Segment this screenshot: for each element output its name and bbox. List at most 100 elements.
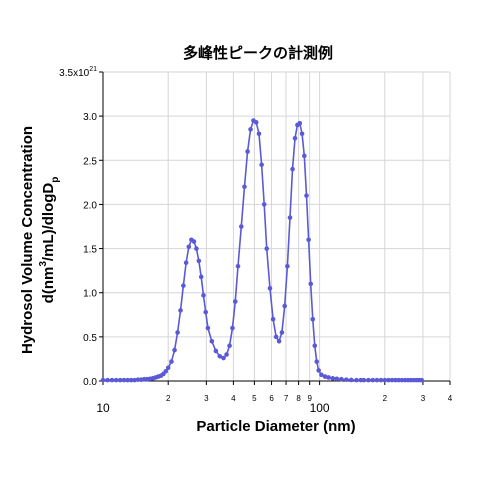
data-point bbox=[113, 377, 119, 383]
x-tick-label: 7 bbox=[284, 394, 289, 403]
y-axis-title-mid: /mL)/dlogD bbox=[40, 183, 57, 261]
data-point bbox=[319, 372, 324, 378]
data-point bbox=[165, 365, 171, 371]
data-point bbox=[201, 293, 206, 298]
plot-area bbox=[100, 118, 424, 383]
data-point bbox=[109, 377, 115, 383]
x-tick-label: 6 bbox=[269, 394, 274, 403]
data-point bbox=[203, 309, 209, 315]
x-tick-label: 3 bbox=[204, 394, 209, 403]
data-point bbox=[245, 149, 250, 154]
data-point bbox=[194, 246, 199, 251]
data-point bbox=[175, 330, 180, 335]
data-point bbox=[100, 377, 106, 383]
data-point bbox=[196, 258, 202, 264]
data-point bbox=[419, 377, 424, 383]
chart-title: 多峰性ピークの計測例 bbox=[183, 44, 333, 62]
data-point bbox=[117, 377, 123, 383]
data-point bbox=[205, 325, 211, 331]
data-point bbox=[248, 127, 253, 132]
y-tick-label: 3.5x1021 bbox=[59, 66, 97, 79]
data-point bbox=[128, 377, 134, 383]
data-point bbox=[310, 316, 316, 322]
data-point bbox=[213, 348, 219, 354]
x-tick-label: 3 bbox=[421, 394, 426, 403]
x-tick-label: 2 bbox=[383, 394, 388, 403]
data-point bbox=[322, 374, 328, 379]
data-point bbox=[361, 377, 367, 383]
data-point bbox=[308, 281, 314, 287]
x-tick-label: 10 bbox=[96, 401, 110, 415]
data-point bbox=[178, 308, 183, 313]
x-tick-label: 4 bbox=[231, 394, 236, 403]
data-point bbox=[163, 368, 169, 374]
data-point bbox=[386, 377, 391, 383]
data-point bbox=[264, 246, 270, 251]
data-point bbox=[374, 377, 380, 383]
data-point bbox=[285, 263, 290, 269]
data-point bbox=[221, 355, 226, 361]
data-point bbox=[290, 166, 295, 172]
data-point bbox=[267, 286, 273, 291]
data-point bbox=[270, 316, 276, 322]
data-point bbox=[393, 377, 398, 383]
data-point bbox=[198, 274, 204, 280]
data-point bbox=[339, 376, 344, 382]
x-tick-label: 9 bbox=[307, 394, 312, 403]
y-axis-title-sub: p bbox=[50, 177, 61, 183]
data-point bbox=[314, 359, 320, 364]
data-point bbox=[279, 330, 285, 335]
x-tick-label: 8 bbox=[296, 394, 301, 403]
data-point bbox=[334, 376, 340, 382]
data-point bbox=[292, 135, 298, 141]
data-point bbox=[326, 375, 331, 380]
data-point bbox=[366, 377, 371, 383]
data-point bbox=[256, 131, 262, 137]
data-point bbox=[378, 377, 384, 383]
data-point bbox=[209, 338, 215, 344]
y-tick-label: 2.0 bbox=[83, 200, 97, 211]
y-axis-title: Hydrosol Volume Concentration d(nm3/mL)/… bbox=[19, 126, 61, 354]
data-point bbox=[135, 377, 141, 382]
data-point bbox=[306, 237, 311, 243]
data-point bbox=[224, 352, 229, 357]
data-point bbox=[125, 377, 130, 383]
data-point bbox=[287, 215, 293, 220]
data-point bbox=[242, 184, 247, 190]
y-axis-ticks: 0.0 0.5 1.0 1.5 2.0 2.5 3.0 3.5x1021 bbox=[59, 66, 103, 388]
data-point bbox=[259, 162, 264, 167]
y-axis-title-line2: d(nm3/mL)/dlogDp bbox=[38, 177, 61, 304]
data-point bbox=[169, 359, 174, 364]
data-point bbox=[105, 377, 110, 383]
data-point bbox=[172, 347, 177, 353]
y-axis-title-sup: 3 bbox=[38, 261, 49, 267]
data-point bbox=[261, 202, 267, 207]
data-point bbox=[299, 131, 305, 137]
data-point bbox=[348, 377, 354, 383]
y-axis-title-line1: Hydrosol Volume Concentration bbox=[19, 126, 36, 354]
y-tick-label: 3.0 bbox=[83, 112, 97, 123]
data-point bbox=[382, 377, 388, 383]
x-tick-label: 100 bbox=[310, 401, 330, 415]
data-point bbox=[181, 283, 186, 288]
data-point bbox=[316, 368, 321, 373]
y-tick-label: 1.5 bbox=[83, 245, 97, 256]
data-point bbox=[302, 153, 307, 159]
x-axis-title: Particle Diameter (nm) bbox=[196, 418, 355, 435]
x-tick-label: 2 bbox=[166, 394, 171, 403]
data-point bbox=[232, 299, 238, 304]
data-point bbox=[354, 377, 359, 383]
x-tick-label: 4 bbox=[448, 394, 453, 403]
data-point bbox=[389, 377, 395, 383]
y-axis-title-base: d(nm bbox=[40, 267, 57, 304]
series-line bbox=[103, 119, 422, 381]
data-point bbox=[253, 120, 259, 125]
data-point bbox=[370, 377, 376, 383]
data-point bbox=[227, 343, 232, 348]
data-point bbox=[183, 260, 189, 266]
data-point bbox=[344, 377, 349, 382]
y-tick-label: 2.5 bbox=[83, 156, 97, 167]
data-point bbox=[186, 244, 192, 250]
y-tick-label: 1.0 bbox=[83, 289, 97, 300]
y-tick-label: 0.5 bbox=[83, 333, 97, 344]
